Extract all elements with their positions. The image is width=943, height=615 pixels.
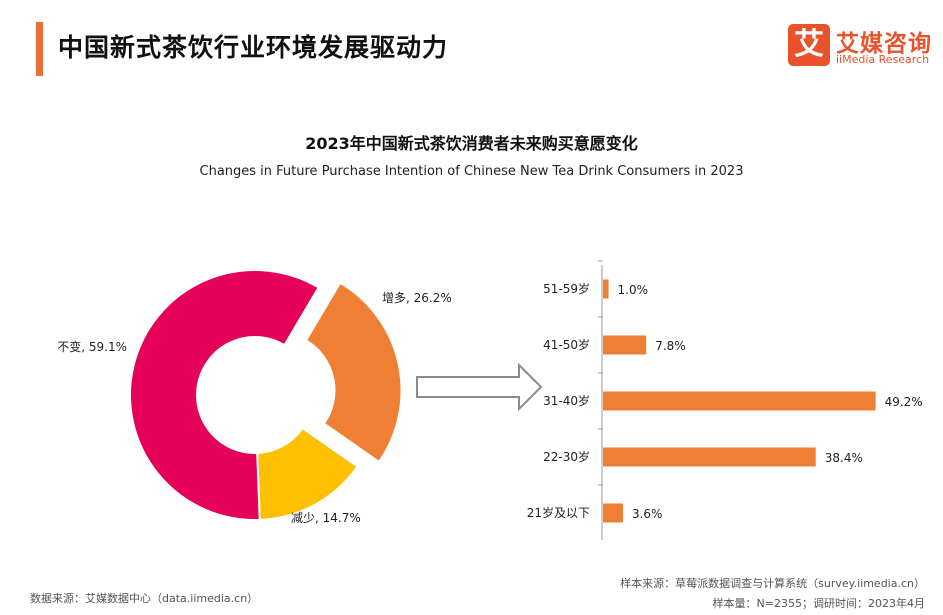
donut-slice-1 bbox=[304, 281, 403, 464]
bar-value-label-0: 1.0% bbox=[618, 283, 649, 297]
brand-logo: 艾 艾媒咨询 iiMedia Research bbox=[788, 24, 938, 74]
bar-value-label-4: 3.6% bbox=[632, 507, 663, 521]
arrow-icon bbox=[416, 362, 543, 412]
bar-category-label-1: 41-50岁 bbox=[543, 337, 590, 352]
footer-source-right: 样本来源：草莓派数据调查与计算系统（survey.iimedia.cn） bbox=[620, 577, 925, 590]
footer-source-left: 数据来源：艾媒数据中心（data.iimedia.cn） bbox=[30, 592, 259, 605]
footer-sample-info: 样本量：N=2355；调研时间：2023年4月 bbox=[712, 597, 925, 610]
bar-value-label-2: 49.2% bbox=[885, 395, 923, 409]
logo-mark-icon: 艾 bbox=[788, 24, 830, 66]
bar-category-label-2: 31-40岁 bbox=[543, 393, 590, 408]
chart-subtitle: Changes in Future Purchase Intention of … bbox=[199, 164, 744, 179]
bar-category-label-0: 51-59岁 bbox=[543, 281, 590, 296]
donut-slice-0 bbox=[129, 269, 321, 521]
logo-chinese-name: 艾媒咨询 bbox=[836, 31, 932, 57]
bar-1 bbox=[603, 335, 647, 355]
bar-3 bbox=[603, 447, 816, 467]
donut-label-1: 增多, 26.2% bbox=[382, 291, 452, 305]
bar-value-label-3: 38.4% bbox=[825, 451, 863, 465]
donut-slice-2 bbox=[256, 426, 359, 521]
title-accent-bar bbox=[36, 22, 43, 76]
chart-title: 2023年中国新式茶饮消费者未来购买意愿变化 bbox=[305, 134, 638, 153]
donut-label-2: 减少, 14.7% bbox=[291, 511, 361, 525]
logo-english-name: iiMedia Research bbox=[836, 53, 930, 66]
bar-category-label-3: 22-30岁 bbox=[543, 449, 590, 464]
bar-2 bbox=[603, 391, 876, 411]
age-bar-chart: 51-59岁 1.0% 41-50岁 7.8% 31-40岁 49.2% 22-30岁 38.… bbox=[527, 260, 923, 540]
bar-value-label-1: 7.8% bbox=[655, 339, 686, 353]
bar-4 bbox=[603, 503, 623, 523]
donut-chart: 增多, 26.2% 减少, 14.7% 不变, 59.1% bbox=[57, 269, 452, 525]
donut-label-0: 不变, 59.1% bbox=[57, 339, 127, 354]
bar-0 bbox=[603, 279, 609, 299]
page-title: 中国新式茶饮行业环境发展驱动力 bbox=[58, 33, 449, 62]
bar-category-label-4: 21岁及以下 bbox=[527, 505, 590, 520]
